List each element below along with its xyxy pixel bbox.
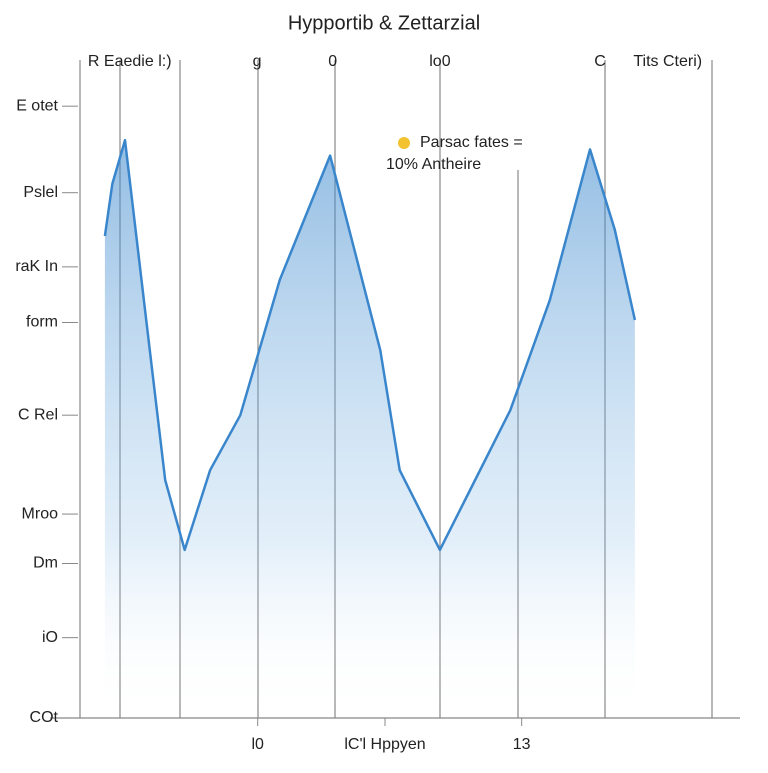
y-tick-label: Mroo xyxy=(22,505,59,522)
y-tick-label: Pslel xyxy=(23,184,58,201)
y-tick-label: E otet xyxy=(16,97,58,114)
y-tick-label: Dm xyxy=(33,555,58,572)
x-tick-label-top: g xyxy=(253,53,262,70)
x-tick-label-top: C xyxy=(594,53,606,70)
y-tick-label: iO xyxy=(42,629,58,646)
x-tick-label-top: R Eaedie l:) xyxy=(88,53,172,70)
x-tick-label: 13 xyxy=(513,736,531,753)
y-tick-label: form xyxy=(26,314,58,331)
line xyxy=(103,138,637,552)
y-tick-label: C Rel xyxy=(18,406,58,423)
x-tick-label: lC'l Hppyen xyxy=(344,736,425,753)
x-tick-label: l0 xyxy=(251,736,264,753)
x-tick-label-top: 0 xyxy=(328,53,337,70)
annotation: Parsac fates = xyxy=(420,134,523,151)
y-tick-label: raK In xyxy=(15,258,58,275)
y-tick-label: COt xyxy=(30,709,59,726)
x-tick-label-top: lo0 xyxy=(429,53,450,70)
area-fill xyxy=(104,140,635,718)
chart-title: Hypportib & Zettarzial xyxy=(288,12,480,34)
annotation-marker xyxy=(398,137,410,149)
x-tick-label-top: Tits Cteri) xyxy=(633,53,702,70)
annotation: 10% Antheire xyxy=(386,156,481,173)
